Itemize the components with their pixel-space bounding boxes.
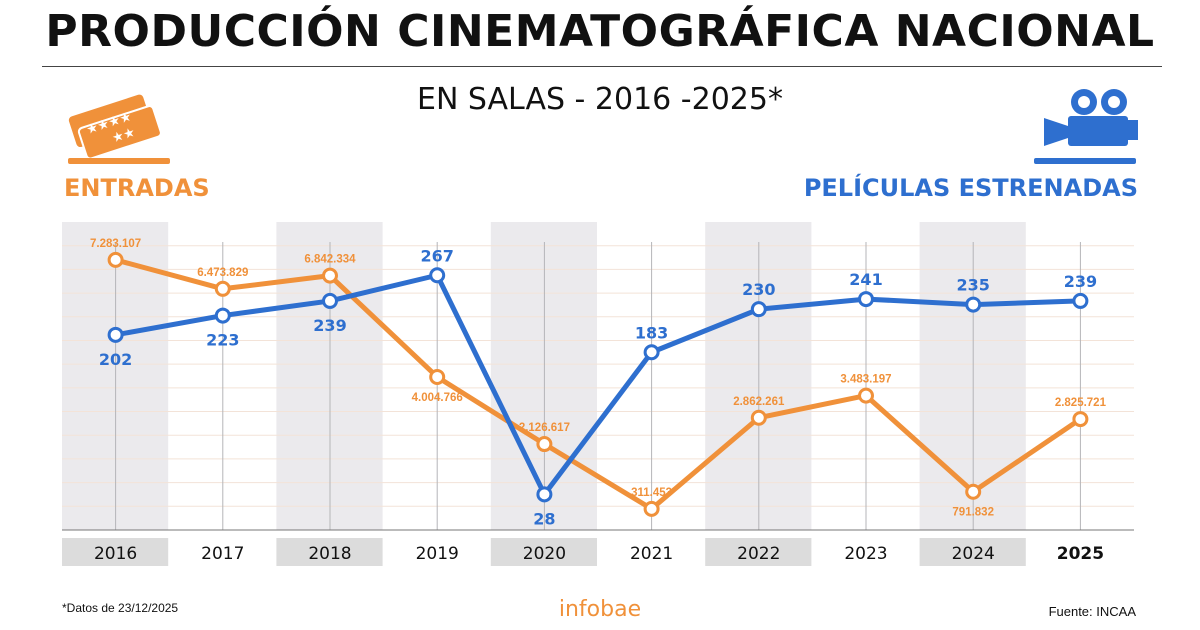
year-band — [276, 538, 383, 566]
x-tick-label: 2025 — [1057, 544, 1104, 564]
year-band — [919, 538, 1026, 566]
title-divider — [42, 66, 1162, 67]
peliculas-point — [858, 291, 874, 308]
x-tick-label: 2018 — [308, 544, 351, 564]
year-band — [490, 538, 597, 566]
entradas-point — [429, 368, 446, 385]
year-band — [62, 538, 169, 566]
source-note: Fuente: INCAA — [1048, 604, 1136, 619]
peliculas-data-label: 223 — [206, 331, 239, 350]
x-tick-label: 2022 — [737, 544, 780, 564]
entradas-label: ENTRADAS — [64, 174, 210, 202]
x-tick-label: 2021 — [630, 544, 673, 564]
peliculas-point — [322, 292, 338, 309]
entradas-data-label: 2.862.261 — [733, 396, 785, 408]
x-tick-label: 2016 — [94, 544, 137, 564]
peliculas-point — [536, 486, 553, 503]
page-subtitle: EN SALAS - 2016 -2025* — [417, 82, 783, 117]
entradas-point — [750, 409, 767, 426]
entradas-data-label: 311.453 — [631, 487, 672, 499]
camera-icon-underline — [1034, 158, 1136, 164]
x-tick-label: 2020 — [523, 544, 566, 564]
page-title: PRODUCCIÓN CINEMATOGRÁFICA NACIONAL — [45, 6, 1155, 57]
peliculas-data-label: 267 — [420, 246, 453, 265]
peliculas-data-label: 230 — [742, 280, 775, 299]
entradas-data-label: 6.842.334 — [304, 254, 356, 266]
entradas-point — [965, 483, 982, 500]
ticket-icon-underline — [68, 158, 170, 164]
entradas-series-line — [114, 257, 1082, 512]
entradas-point — [107, 251, 124, 268]
peliculas-point — [643, 344, 660, 361]
entradas-data-label: 791.832 — [952, 507, 994, 519]
entradas-point — [322, 267, 338, 284]
x-tick-label: 2017 — [201, 544, 244, 564]
peliculas-point — [965, 296, 982, 313]
footnote: *Datos de 23/12/2025 — [62, 601, 179, 615]
peliculas-data-label: 239 — [313, 316, 346, 335]
peliculas-data-label: 241 — [849, 270, 882, 289]
movie-camera-icon — [1044, 89, 1138, 146]
peliculas-label: PELÍCULAS ESTRENADAS — [803, 174, 1138, 202]
entradas-data-label: 6.473.829 — [197, 267, 248, 279]
entradas-data-label: 2.126.617 — [519, 422, 570, 434]
x-tick-label: 2023 — [844, 544, 887, 564]
entradas-data-label: 2.825.721 — [1055, 397, 1107, 409]
ticket-icon: ★★★★ ★★ — [68, 94, 162, 159]
entradas-data-label: 3.483.197 — [840, 374, 891, 386]
entradas-point — [858, 387, 874, 404]
shaded-band — [919, 222, 1026, 530]
entradas-point — [536, 436, 553, 453]
svg-text:★★: ★★ — [110, 125, 137, 146]
peliculas-data-label: 183 — [635, 323, 668, 342]
peliculas-data-label: 202 — [99, 350, 132, 369]
peliculas-series-line — [115, 272, 1081, 497]
peliculas-point — [107, 326, 124, 343]
peliculas-point — [1072, 292, 1089, 309]
entradas-point — [214, 280, 231, 297]
entradas-data-label: 4.004.766 — [412, 392, 463, 404]
peliculas-point — [750, 301, 767, 318]
x-tick-label: 2019 — [416, 544, 459, 564]
year-band — [705, 538, 812, 566]
peliculas-point — [214, 307, 231, 324]
entradas-point — [1072, 411, 1089, 428]
peliculas-point — [429, 267, 446, 284]
brand-logo: infobae — [558, 597, 642, 622]
peliculas-data-label: 28 — [533, 509, 555, 528]
entradas-point — [643, 500, 660, 517]
entradas-data-label: 7.283.107 — [90, 238, 141, 250]
x-tick-label: 2024 — [952, 544, 995, 564]
peliculas-data-label: 239 — [1064, 272, 1097, 291]
peliculas-data-label: 235 — [956, 276, 989, 295]
